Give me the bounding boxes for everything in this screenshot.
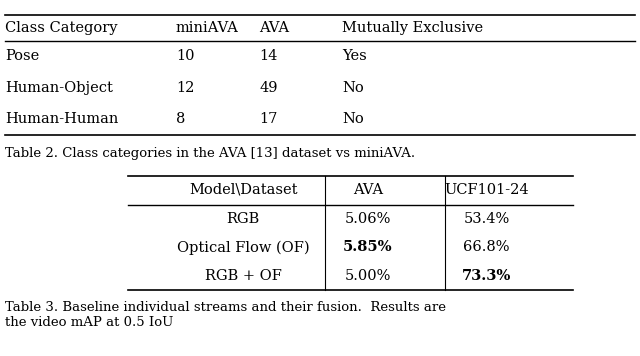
Text: No: No <box>342 80 364 95</box>
Text: 14: 14 <box>259 49 278 63</box>
Text: 8: 8 <box>176 112 186 126</box>
Text: Table 3. Baseline individual streams and their fusion.  Results are
the video mA: Table 3. Baseline individual streams and… <box>5 301 446 329</box>
Text: Optical Flow (OF): Optical Flow (OF) <box>177 240 310 255</box>
Text: 49: 49 <box>259 80 278 95</box>
Text: 12: 12 <box>176 80 195 95</box>
Text: Mutually Exclusive: Mutually Exclusive <box>342 21 484 36</box>
Text: No: No <box>342 112 364 126</box>
Text: Table 2. Class categories in the AVA [13] dataset vs miniAVA.: Table 2. Class categories in the AVA [13… <box>5 147 415 160</box>
Text: 53.4%: 53.4% <box>463 212 509 226</box>
Text: 10: 10 <box>176 49 195 63</box>
Text: 5.85%: 5.85% <box>343 240 393 255</box>
Text: 5.00%: 5.00% <box>345 269 391 283</box>
Text: AVA: AVA <box>259 21 289 36</box>
Text: Human-Object: Human-Object <box>5 80 113 95</box>
Text: 73.3%: 73.3% <box>461 269 511 283</box>
Text: RGB + OF: RGB + OF <box>205 269 282 283</box>
Text: Pose: Pose <box>5 49 40 63</box>
Text: 5.06%: 5.06% <box>345 212 391 226</box>
Text: miniAVA: miniAVA <box>176 21 239 36</box>
Text: 66.8%: 66.8% <box>463 240 509 255</box>
Text: Model\Dataset: Model\Dataset <box>189 183 298 197</box>
Text: Yes: Yes <box>342 49 367 63</box>
Text: Class Category: Class Category <box>5 21 118 36</box>
Text: 17: 17 <box>259 112 278 126</box>
Text: AVA: AVA <box>353 183 383 197</box>
Text: UCF101-24: UCF101-24 <box>444 183 529 197</box>
Text: RGB: RGB <box>227 212 260 226</box>
Text: Human-Human: Human-Human <box>5 112 118 126</box>
